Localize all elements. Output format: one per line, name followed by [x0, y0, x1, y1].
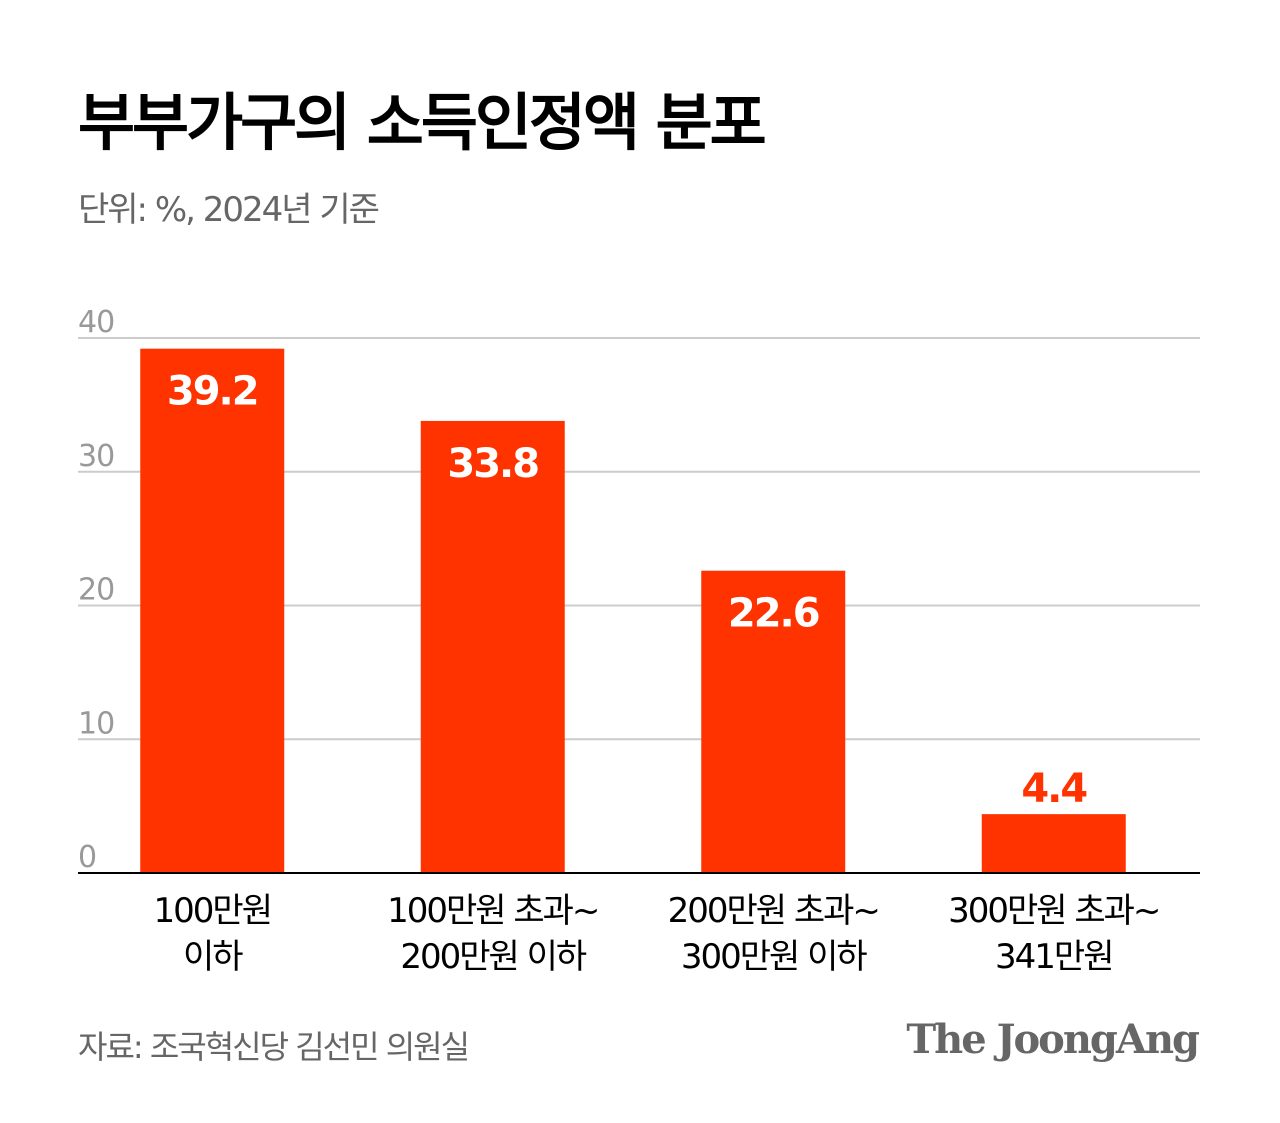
y-tick-label: 0	[78, 840, 96, 875]
source-note: 자료: 조국혁신당 김선민 의원실	[78, 1028, 470, 1066]
x-tick-label: 341만원	[995, 937, 1112, 977]
bar	[420, 420, 565, 873]
data-label: 4.4	[1021, 766, 1086, 812]
x-tick-label: 200만원 초과~	[668, 891, 879, 931]
chart-title: 부부가구의 소득인정액 분포	[78, 86, 767, 159]
x-tick-label: 300만원 초과~	[948, 891, 1159, 931]
data-label: 39.2	[167, 369, 258, 415]
bar	[981, 814, 1126, 873]
x-tick-label: 이하	[183, 937, 243, 977]
x-tick-label: 300만원 이하	[681, 937, 868, 977]
publisher-logo: The JoongAng	[906, 1016, 1200, 1063]
y-tick-label: 40	[78, 305, 114, 340]
y-tick-label: 10	[78, 706, 114, 741]
bar	[140, 348, 285, 873]
x-tick-label: 200만원 이하	[400, 937, 587, 977]
x-tick-label: 100만원 초과~	[387, 891, 598, 931]
x-tick-label: 100만원	[154, 891, 271, 931]
data-label: 33.8	[447, 441, 538, 487]
chart-subtitle: 단위: %, 2024년 기준	[78, 190, 380, 230]
y-tick-label: 30	[78, 439, 114, 474]
y-tick-label: 20	[78, 573, 114, 608]
bar	[701, 570, 846, 873]
data-label: 22.6	[728, 591, 819, 637]
